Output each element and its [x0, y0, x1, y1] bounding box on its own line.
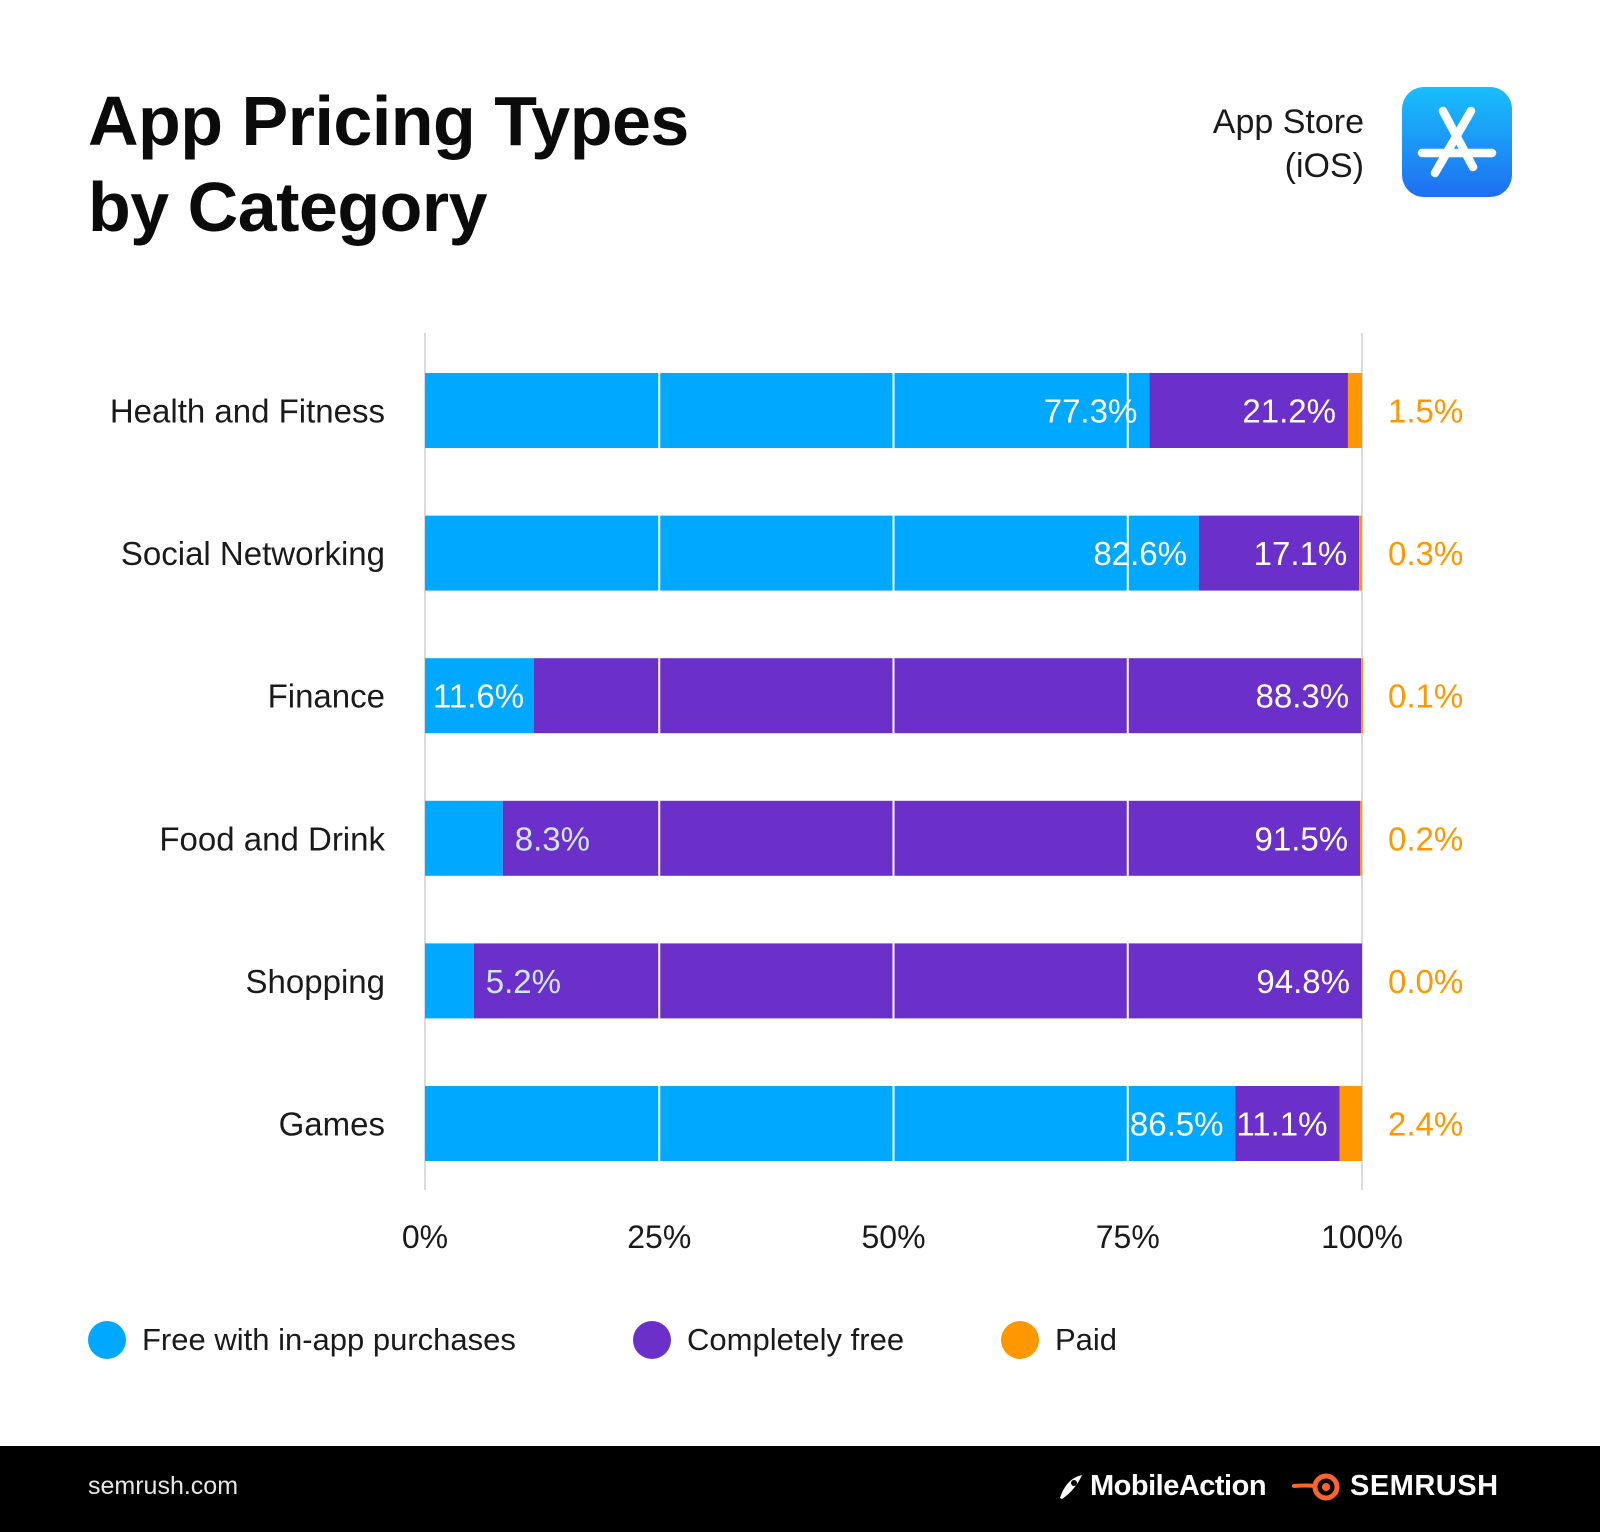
semrush-logo: SEMRUSH [1292, 1470, 1499, 1503]
data-label-paid: 0.0% [1388, 963, 1463, 1000]
category-label: Health and Fitness [110, 393, 385, 430]
data-label-paid: 0.2% [1388, 820, 1463, 857]
data-label-paid: 0.1% [1388, 678, 1463, 715]
bar-free-iap [425, 373, 1150, 448]
store-label: App Store (iOS) [1104, 100, 1364, 188]
bar-completely-free [473, 943, 1362, 1019]
data-label-free-iap: 5.2% [486, 963, 561, 1000]
x-tick-label: 100% [1321, 1219, 1403, 1255]
bar-free-iap [425, 800, 503, 876]
data-label-completely-free: 17.1% [1254, 535, 1348, 572]
data-label-completely-free: 21.2% [1242, 393, 1336, 430]
x-tick-label: 75% [1096, 1219, 1160, 1255]
bar-completely-free [502, 800, 1361, 876]
data-label-free-iap: 8.3% [515, 820, 590, 857]
data-label-completely-free: 94.8% [1256, 963, 1350, 1000]
bar-free-iap [425, 1086, 1236, 1161]
category-label: Games [279, 1106, 385, 1143]
chart-title-line1: App Pricing Types [88, 82, 689, 160]
data-label-completely-free: 91.5% [1255, 820, 1349, 857]
chart-title-line2: by Category [88, 168, 488, 246]
category-label: Shopping [246, 963, 385, 1000]
legend-label-free-iap: Free with in-app purchases [142, 1322, 516, 1357]
legend-item-completely-free: Completely free [633, 1321, 1001, 1359]
bar-completely-free [1149, 373, 1348, 448]
data-label-paid: 2.4% [1388, 1106, 1463, 1143]
data-label-free-iap: 11.6% [433, 678, 524, 715]
data-label-free-iap: 86.5% [1130, 1106, 1224, 1143]
bar-paid [1347, 373, 1362, 448]
stacked-bar-chart: Health and Fitness 77.3% 21.2% 1.5% Social N… [110, 333, 1463, 1255]
bar-free-iap [425, 515, 1199, 591]
bar-paid [1359, 515, 1362, 591]
legend-item-paid: Paid [1001, 1321, 1117, 1359]
category-label: Social Networking [121, 535, 385, 572]
chart-title: App Pricing Types by Category [88, 78, 988, 250]
mobileaction-wordmark: MobileAction [1090, 1470, 1267, 1502]
data-label-paid: 0.3% [1388, 535, 1463, 572]
x-tick-label: 25% [627, 1219, 691, 1255]
bar-paid [1361, 658, 1364, 734]
legend-swatch-completely-free [633, 1321, 671, 1359]
x-tick-label: 50% [861, 1219, 925, 1255]
legend-swatch-free-iap [88, 1321, 126, 1359]
store-label-line1: App Store [1212, 103, 1364, 141]
legend-label-completely-free: Completely free [687, 1322, 905, 1357]
category-label: Food and Drink [159, 820, 385, 857]
legend-swatch-paid [1001, 1321, 1039, 1359]
x-tick-label: 0% [402, 1219, 448, 1255]
legend-label-paid: Paid [1055, 1322, 1118, 1357]
mobileaction-logo-icon [1060, 1474, 1082, 1499]
store-label-line2: (iOS) [1284, 147, 1364, 185]
semrush-logo-icon [1292, 1473, 1340, 1500]
bar-paid [1339, 1086, 1362, 1161]
legend-item-free-iap: Free with in-app purchases [88, 1321, 633, 1359]
footer-site-link[interactable]: semrush.com [88, 1472, 239, 1500]
bar-completely-free [533, 658, 1362, 734]
bar-free-iap [425, 658, 534, 734]
data-label-paid: 1.5% [1388, 393, 1463, 430]
bar-completely-free [1235, 1086, 1340, 1161]
app-store-icon [1402, 87, 1512, 197]
footer-bar: semrush.com MobileAction SEMRUSH [0, 1446, 1600, 1532]
bar-completely-free [1198, 515, 1360, 591]
data-label-free-iap: 77.3% [1044, 393, 1138, 430]
semrush-wordmark: SEMRUSH [1350, 1470, 1499, 1502]
mobileaction-logo: MobileAction [1056, 1470, 1267, 1503]
legend: Free with in-app purchases Completely fr… [88, 1318, 1117, 1362]
data-label-completely-free: 88.3% [1255, 678, 1349, 715]
data-label-completely-free: 11.1% [1236, 1106, 1327, 1143]
data-label-free-iap: 82.6% [1093, 535, 1187, 572]
bar-free-iap [425, 943, 474, 1019]
bar-paid [1360, 800, 1363, 876]
category-label: Finance [268, 678, 385, 715]
